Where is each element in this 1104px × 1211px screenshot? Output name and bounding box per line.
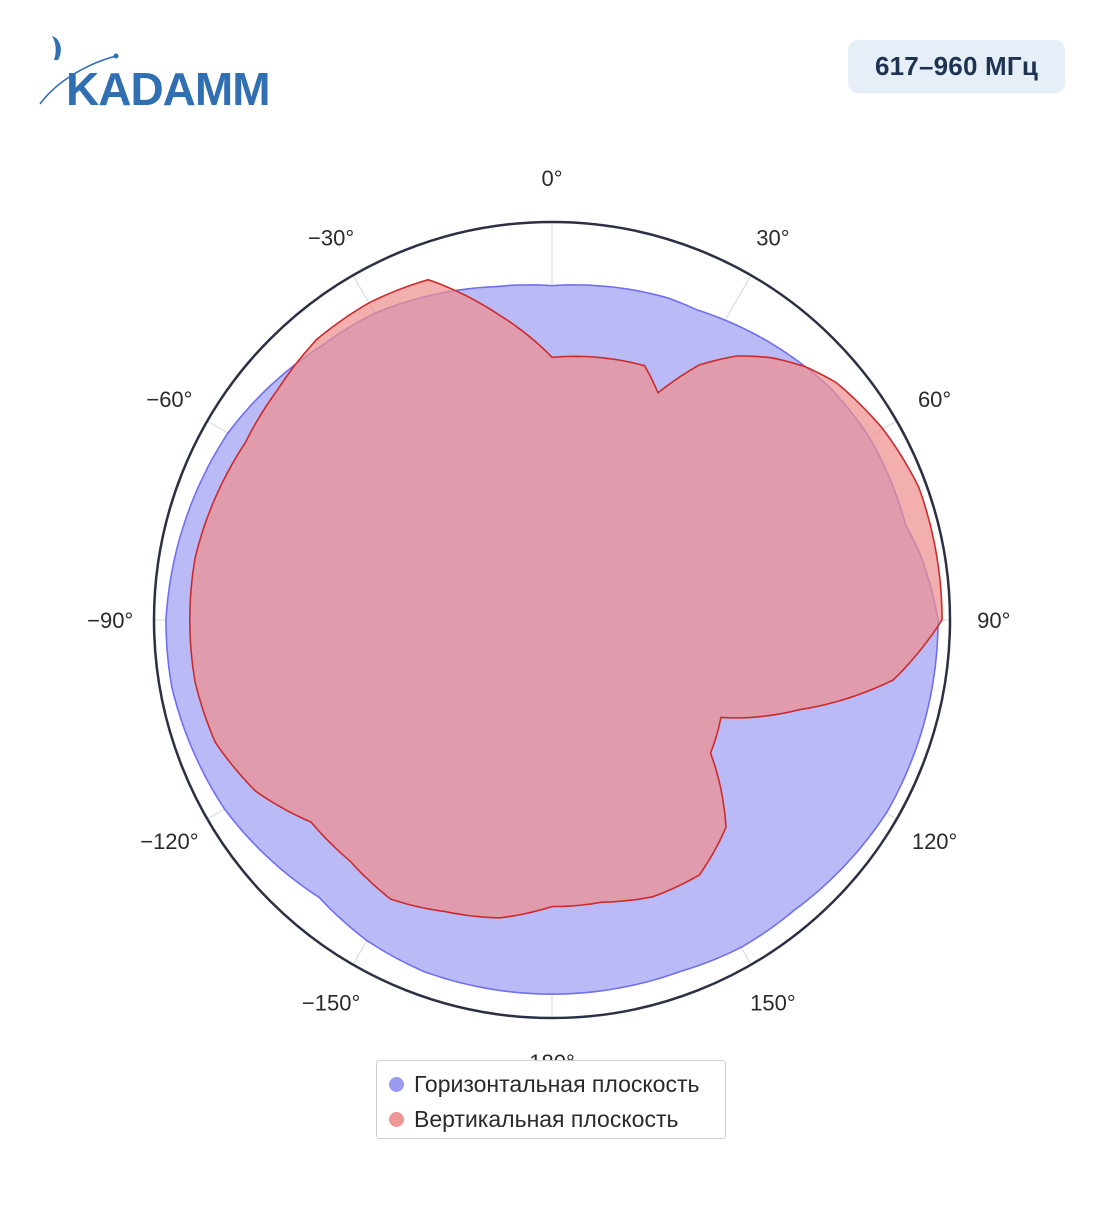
tick-label: −90° (87, 608, 133, 633)
tick-label: 60° (918, 387, 951, 412)
tick-label: 90° (977, 608, 1010, 633)
series-layer (165, 278, 943, 995)
legend-item-horizontal[interactable]: Горизонтальная плоскость (377, 1067, 725, 1102)
tick-label: −150° (302, 991, 360, 1016)
kadamm-logo: KADAMM (36, 32, 296, 112)
logo-graphic: KADAMM (39, 36, 271, 112)
outer-circle (152, 220, 952, 1020)
tick-label: 150° (750, 991, 796, 1016)
series-area-1 (188, 278, 943, 919)
legend-label-vertical: Вертикальная плоскость (414, 1106, 679, 1132)
legend-marker-vertical (389, 1112, 404, 1127)
tick-label: −120° (140, 829, 198, 854)
tick-label: −60° (146, 387, 192, 412)
legend-label-horizontal: Горизонтальная плоскость (414, 1071, 700, 1097)
legend-marker-horizontal (389, 1077, 404, 1092)
legend: Горизонтальная плоскость Вертикальная пл… (376, 1060, 726, 1139)
logo-text: KADAMM (66, 63, 270, 112)
angular-tick-labels: 0°30°60°90°120°150°180°−150°−120°−90°−60… (87, 166, 1010, 1075)
outer-ring (152, 220, 952, 1020)
frequency-range-badge: 617–960 МГц (848, 40, 1065, 93)
tick-label: 30° (756, 225, 789, 250)
legend-item-vertical[interactable]: Вертикальная плоскость (377, 1102, 725, 1137)
tick-label: −30° (308, 225, 354, 250)
tick-label: 120° (912, 829, 958, 854)
tick-label: 0° (541, 166, 562, 191)
